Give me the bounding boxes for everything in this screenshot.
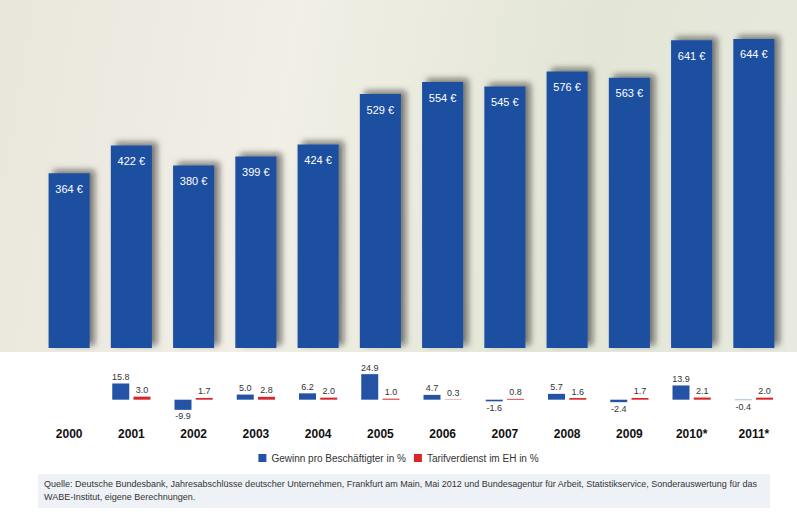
svg-text:3.0: 3.0 <box>136 385 149 395</box>
svg-text:2.0: 2.0 <box>758 386 771 396</box>
svg-text:2002: 2002 <box>180 427 207 441</box>
svg-text:Tarifverdienst im EH in %: Tarifverdienst im EH in % <box>427 453 539 464</box>
svg-text:2001: 2001 <box>118 427 145 441</box>
svg-text:24.9: 24.9 <box>361 363 379 373</box>
svg-text:0.3: 0.3 <box>447 388 460 398</box>
svg-text:644 €: 644 € <box>740 48 768 60</box>
svg-text:2007: 2007 <box>492 427 519 441</box>
svg-text:2011*: 2011* <box>739 427 770 441</box>
html-text:Quelle: Deutsche Bundesbank, J: Quelle: Deutsche Bundesbank, Jahresabsch… <box>44 479 757 502</box>
svg-text:424 €: 424 € <box>304 154 332 166</box>
svg-text:15.8: 15.8 <box>112 372 130 382</box>
svg-text:641 €: 641 € <box>678 50 706 62</box>
svg-text:2009: 2009 <box>616 427 643 441</box>
svg-text:2.0: 2.0 <box>322 386 335 396</box>
svg-text:380 €: 380 € <box>180 175 208 187</box>
svg-text:2003: 2003 <box>243 427 270 441</box>
svg-text:Gewinn pro Beschäftigter in %: Gewinn pro Beschäftigter in % <box>271 453 406 464</box>
svg-text:6.2: 6.2 <box>301 382 314 392</box>
svg-text:2008: 2008 <box>554 427 581 441</box>
svg-text:1.7: 1.7 <box>198 386 211 396</box>
svg-text:545 €: 545 € <box>491 96 519 108</box>
svg-text:5.7: 5.7 <box>550 382 563 392</box>
svg-text:2006: 2006 <box>429 427 456 441</box>
svg-text:4.7: 4.7 <box>426 383 439 393</box>
svg-text:529 €: 529 € <box>367 104 395 116</box>
svg-text:5.0: 5.0 <box>239 383 252 393</box>
svg-text:422 €: 422 € <box>118 155 146 167</box>
svg-text:-0.4: -0.4 <box>735 402 751 412</box>
svg-text:-9.9: -9.9 <box>175 411 191 421</box>
svg-text:0.8: 0.8 <box>509 387 522 397</box>
svg-text:2004: 2004 <box>305 427 332 441</box>
svg-text:-1.6: -1.6 <box>486 403 502 413</box>
svg-text:563 €: 563 € <box>616 87 644 99</box>
svg-text:2.1: 2.1 <box>696 386 709 396</box>
svg-text:399 €: 399 € <box>242 166 270 178</box>
svg-text:1.6: 1.6 <box>571 387 584 397</box>
svg-text:364 €: 364 € <box>55 183 83 195</box>
svg-text:576 €: 576 € <box>553 81 581 93</box>
svg-text:554 €: 554 € <box>429 92 457 104</box>
svg-text:13.9: 13.9 <box>672 374 690 384</box>
svg-text:2.8: 2.8 <box>260 385 273 395</box>
svg-text:-2.4: -2.4 <box>611 404 627 414</box>
svg-text:1.0: 1.0 <box>385 387 398 397</box>
svg-text:2005: 2005 <box>367 427 394 441</box>
svg-text:2000: 2000 <box>56 427 83 441</box>
svg-text:2010*: 2010* <box>676 427 708 441</box>
svg-text:1.7: 1.7 <box>634 386 647 396</box>
